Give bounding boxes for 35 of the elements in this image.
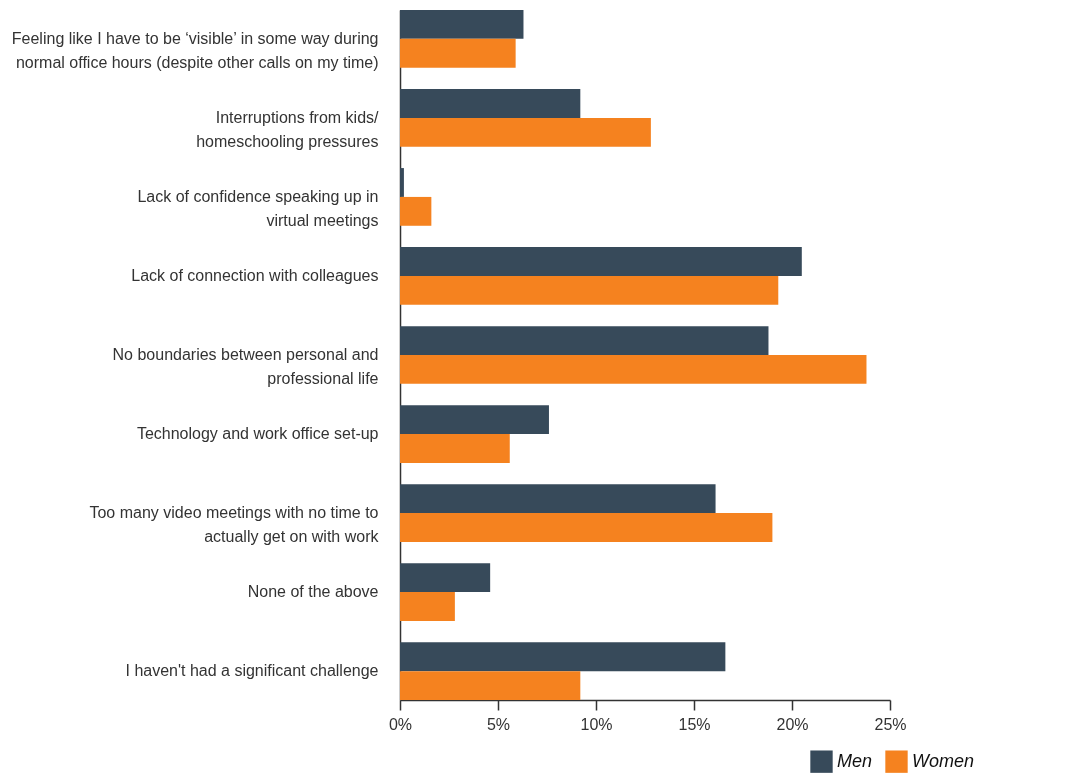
bar xyxy=(400,355,867,384)
bar xyxy=(400,513,773,542)
bar xyxy=(400,642,726,672)
y-tick-label: None of the above xyxy=(247,583,379,601)
bar xyxy=(400,405,549,435)
y-tick-label: Technology and work office set-up xyxy=(136,425,379,443)
legend-label: Women xyxy=(912,750,975,771)
legend-label: Men xyxy=(837,750,873,771)
bar xyxy=(400,484,716,514)
x-tick-label: 10% xyxy=(580,715,613,733)
bar xyxy=(400,592,455,621)
y-tick-label: Lack of connection with colleagues xyxy=(131,266,379,284)
bar xyxy=(400,89,581,118)
bar xyxy=(400,10,524,39)
x-tick-label: 20% xyxy=(776,715,809,733)
x-tick-label: 0% xyxy=(388,715,413,733)
bar xyxy=(400,117,651,147)
bar xyxy=(400,563,491,593)
bar xyxy=(400,196,432,226)
y-tick-label: Lack of confidence speaking up in virtual meetings xyxy=(137,187,379,229)
bar xyxy=(400,434,510,463)
y-tick-label: I haven't had a significant challenge xyxy=(125,662,379,680)
bar xyxy=(400,247,802,276)
x-tick-label: 5% xyxy=(486,715,511,733)
y-tick-label: Feeling like I have to be ‘visible’ in some way during normal office hours (despite other calls on my time) xyxy=(11,29,379,71)
y-tick-label: Too many video meetings with no time to actually get on with work xyxy=(89,504,380,546)
y-tick-label: Interruptions from kids/ homeschooling pressures xyxy=(196,108,380,150)
bar xyxy=(400,38,516,68)
x-tick-label: 15% xyxy=(678,715,711,733)
bar xyxy=(400,275,779,305)
x-tick-label: 25% xyxy=(874,715,907,733)
bar xyxy=(400,168,404,197)
bar xyxy=(400,326,769,355)
bar xyxy=(400,671,581,700)
y-tick-label: No boundaries between personal and professional life xyxy=(112,346,379,387)
